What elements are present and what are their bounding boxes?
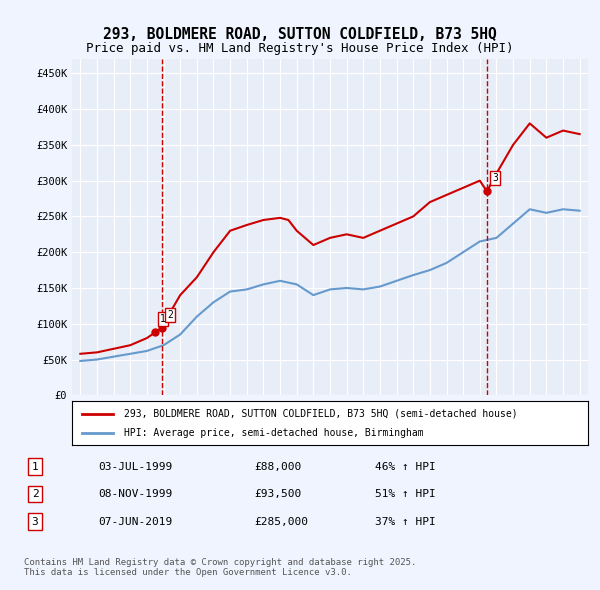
Text: Contains HM Land Registry data © Crown copyright and database right 2025.
This d: Contains HM Land Registry data © Crown c… [24, 558, 416, 577]
Text: 1: 1 [160, 314, 166, 323]
Text: Price paid vs. HM Land Registry's House Price Index (HPI): Price paid vs. HM Land Registry's House … [86, 42, 514, 55]
Text: 08-NOV-1999: 08-NOV-1999 [98, 489, 173, 499]
Text: 51% ↑ HPI: 51% ↑ HPI [375, 489, 436, 499]
Text: 2: 2 [32, 489, 38, 499]
Text: 3: 3 [32, 516, 38, 526]
Text: 3: 3 [492, 173, 498, 183]
Text: 1: 1 [32, 462, 38, 472]
Text: 2: 2 [167, 310, 173, 320]
Text: 37% ↑ HPI: 37% ↑ HPI [375, 516, 436, 526]
Text: 07-JUN-2019: 07-JUN-2019 [98, 516, 173, 526]
Text: 03-JUL-1999: 03-JUL-1999 [98, 462, 173, 472]
Text: 293, BOLDMERE ROAD, SUTTON COLDFIELD, B73 5HQ (semi-detached house): 293, BOLDMERE ROAD, SUTTON COLDFIELD, B7… [124, 409, 517, 418]
Text: 293, BOLDMERE ROAD, SUTTON COLDFIELD, B73 5HQ: 293, BOLDMERE ROAD, SUTTON COLDFIELD, B7… [103, 27, 497, 41]
Text: HPI: Average price, semi-detached house, Birmingham: HPI: Average price, semi-detached house,… [124, 428, 423, 438]
Text: £285,000: £285,000 [254, 516, 308, 526]
Text: 46% ↑ HPI: 46% ↑ HPI [375, 462, 436, 472]
Text: £93,500: £93,500 [254, 489, 301, 499]
Text: £88,000: £88,000 [254, 462, 301, 472]
